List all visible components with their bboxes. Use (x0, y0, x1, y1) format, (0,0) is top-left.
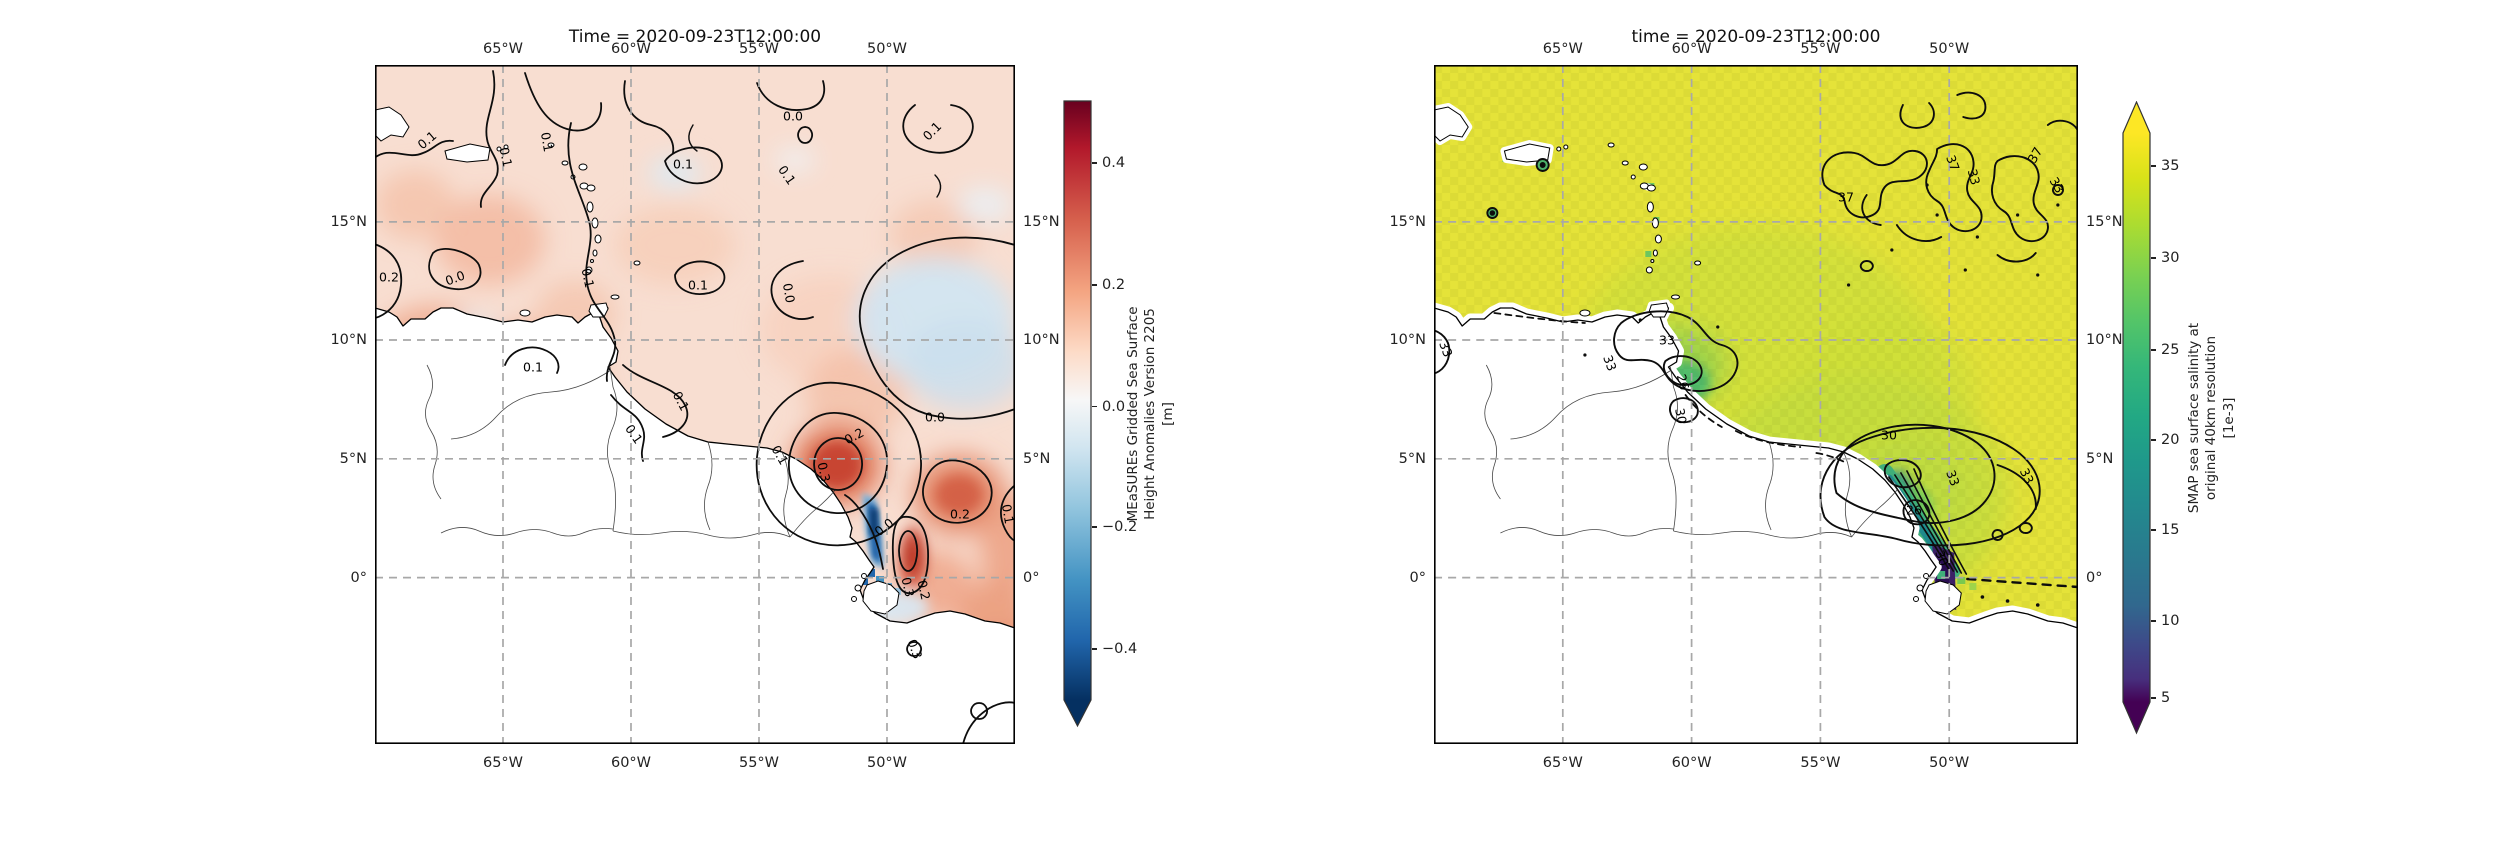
lon-tick-bottom: 65°W (482, 755, 524, 771)
lat-tick-left: 5°N (339, 450, 367, 467)
colorbar-label-line: original 40km resolution (2203, 335, 2220, 500)
lon-tick-bottom: 55°W (738, 755, 780, 771)
lat-tick-right: 15°N (1023, 213, 1060, 230)
colorbar-tick-label: 20 (2161, 432, 2180, 449)
colorbar-label-line: [m] (1159, 401, 1176, 426)
colorbar-tick-mark (1092, 284, 1097, 286)
colorbar-label-line: SMAP sea surface salinity at (2186, 322, 2203, 513)
colorbar-tick-label: −0.4 (1102, 641, 1138, 657)
ssh-land-layer (375, 106, 1015, 744)
sss-colorbar: 35 30 25 20 15 10 5 SMAP sea surface salinity … (2122, 100, 2362, 735)
sss-map-panel: time = 2020-09-23T12:00:00 (1389, 27, 2122, 771)
sss-panel-title: time = 2020-09-23T12:00:00 (1631, 27, 1881, 47)
ssh-colorbar-label: MEaSUREs Gridded Sea Surface Height Anoma… (1125, 184, 1177, 644)
lon-tick-bottom: 55°W (1800, 755, 1841, 771)
colorbar-label-line: MEaSUREs Gridded Sea Surface (1125, 305, 1142, 522)
colorbar-tick-mark (1092, 648, 1097, 650)
lat-tick-left: 10°N (330, 331, 367, 348)
colorbar-tick-label: 25 (2161, 341, 2180, 358)
south-america-coastline (375, 307, 1015, 744)
colorbar-tick-mark (1092, 405, 1097, 408)
lat-tick-left: 15°N (330, 213, 367, 230)
colorbar-tick-label: 35 (2161, 158, 2180, 174)
colorbar-tick-mark (2151, 697, 2156, 699)
colorbar-tick-mark (1092, 162, 1097, 164)
colorbar-tick-mark (2151, 165, 2156, 167)
ssh-map (375, 65, 1015, 744)
ssh-map-panel: Time = 2020-09-23T12:00:00 (330, 27, 1059, 771)
colorbar-tick-mark (2151, 620, 2156, 622)
lon-tick-bottom: 50°W (866, 755, 908, 771)
colorbar-tick-label: 0.0 (1102, 398, 1126, 415)
country-borders (425, 364, 837, 539)
islands (1434, 106, 1962, 615)
colorbar-tick-mark (2151, 348, 2156, 351)
ssh-map-frame (375, 65, 1015, 744)
ssh-contour-layer (375, 70, 1015, 744)
lat-tick-right: 0° (1023, 569, 1040, 586)
colorbar-tick-label: 0.4 (1102, 155, 1126, 171)
lat-tick-right: 10°N (1023, 331, 1060, 348)
sss-land-layer (1434, 106, 2078, 744)
lon-tick-bottom: 60°W (610, 755, 652, 771)
lat-tick-right: 0° (2086, 569, 2103, 586)
colorbar-label-line: [1e-3] (2220, 397, 2237, 438)
lat-tick-right: 10°N (2086, 331, 2123, 348)
lat-tick-left: 5°N (1398, 450, 1426, 467)
ssh-colorbar-ticks: 0.4 0.2 0.0 −0.2 −0.4 (1063, 100, 1303, 727)
colorbar-tick-label: 30 (2161, 250, 2180, 267)
lat-tick-right: 15°N (2086, 213, 2123, 230)
islands (375, 106, 900, 615)
colorbar-tick-label: −0.2 (1102, 519, 1138, 536)
sss-colorbar-bar (2122, 100, 2151, 735)
colorbar-label-line: Height Anomalies Version 2205 (1142, 307, 1159, 520)
contour-specks (1583, 183, 2060, 607)
ssh-gridlines (375, 65, 1015, 744)
colorbar-tick-mark (1092, 526, 1097, 528)
sss-gridlines (1434, 65, 2078, 744)
ssh-colorbar: 0.4 0.2 0.0 −0.2 −0.4 MEaSUREs Gridded Sea S… (1063, 100, 1303, 728)
lon-tick-bottom: 50°W (1929, 755, 1970, 771)
lat-tick-left: 0° (1409, 569, 1426, 586)
lat-tick-right: 5°N (2086, 450, 2114, 467)
ssh-panel-title: Time = 2020-09-23T12:00:00 (568, 27, 822, 47)
colorbar-tick-label: 15 (2161, 522, 2180, 539)
lat-tick-right: 5°N (1023, 450, 1051, 467)
sss-colorbar-ticks: 35 30 25 20 15 10 5 (2122, 101, 2362, 734)
colorbar-tick-mark (2151, 439, 2156, 442)
lat-tick-left: 10°N (1389, 331, 1426, 348)
lat-tick-left: 0° (350, 569, 367, 586)
sss-map-frame (1434, 65, 2078, 744)
sss-contour-layer (1434, 91, 2078, 607)
sss-colorbar-label: SMAP sea surface salinity at original 40k… (2186, 188, 2238, 648)
ssh-colorbar-bar (1063, 100, 1092, 728)
colorbar-tick-label: 0.2 (1102, 276, 1126, 293)
lon-tick-bottom: 60°W (1671, 755, 1712, 771)
lat-tick-left: 15°N (1389, 213, 1426, 230)
colorbar-tick-label: 10 (2161, 613, 2180, 630)
colorbar-tick-label: 5 (2161, 690, 2171, 707)
colorbar-tick-mark (2151, 529, 2156, 531)
sss-map (1434, 65, 2078, 744)
colorbar-tick-mark (2151, 257, 2156, 259)
lon-tick-bottom: 65°W (1542, 755, 1583, 771)
country-borders (1484, 364, 1899, 539)
